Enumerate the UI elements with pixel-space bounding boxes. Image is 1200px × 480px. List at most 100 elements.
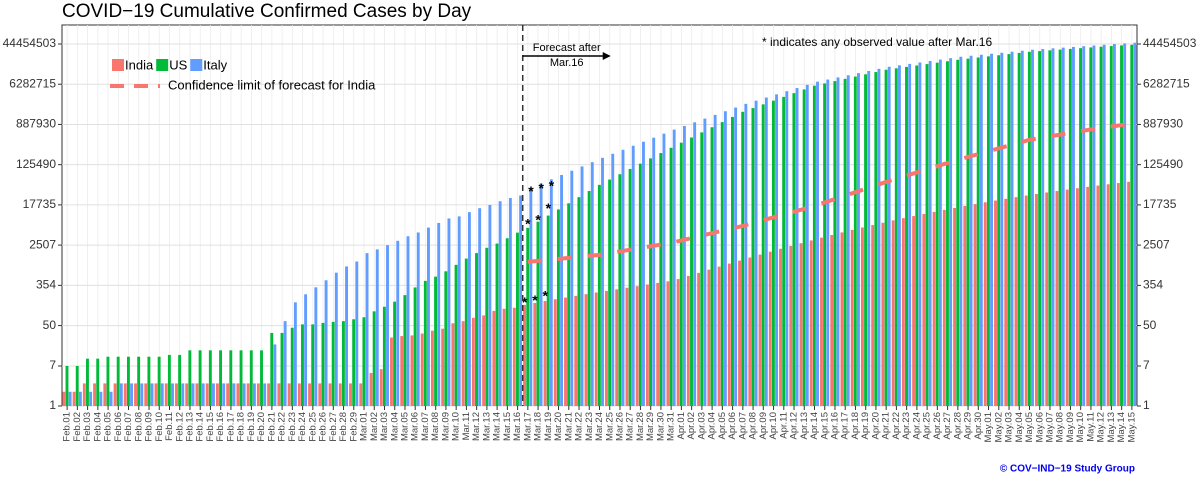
bar: [1027, 51, 1031, 407]
bar: [447, 218, 451, 406]
bar: [574, 295, 578, 406]
bar: [659, 153, 663, 406]
bar: [580, 166, 584, 406]
bar: [860, 227, 864, 406]
bar: [1086, 186, 1090, 406]
bar: [523, 304, 527, 406]
bar: [147, 356, 151, 406]
bar: [72, 391, 76, 406]
bar: [277, 383, 281, 406]
x-tick-label: Apr.09: [758, 412, 769, 439]
bar: [871, 225, 875, 406]
bar: [1024, 195, 1028, 406]
x-tick-label: May.07: [1044, 412, 1055, 442]
bar: [390, 337, 393, 406]
x-tick-label: Feb.19: [246, 412, 257, 442]
bar: [379, 369, 383, 406]
bar: [369, 372, 373, 406]
bar: [267, 383, 271, 406]
x-tick-label: Apr.05: [717, 412, 728, 439]
x-tick-label: Mar.17: [522, 412, 533, 441]
bar: [703, 118, 707, 406]
bar: [123, 383, 127, 406]
x-tick-label: Mar.04: [389, 412, 400, 441]
bar: [744, 103, 748, 406]
observed-marker: *: [532, 292, 538, 308]
bar: [437, 222, 441, 406]
bar: [713, 114, 717, 406]
bar: [912, 216, 916, 406]
bar: [823, 83, 827, 406]
bar: [553, 299, 557, 406]
x-tick-label: May.10: [1075, 412, 1086, 442]
bar: [946, 61, 949, 406]
bar: [242, 383, 246, 406]
bar: [413, 287, 417, 406]
x-tick-label: Mar.22: [574, 412, 585, 441]
bar: [191, 383, 195, 406]
legend-label: Confidence limit of forecast for India: [168, 77, 376, 92]
bar: [201, 383, 205, 406]
x-tick-label: Feb.10: [154, 412, 165, 442]
x-tick-label: May.15: [1126, 412, 1137, 442]
bar: [771, 100, 775, 407]
bar: [1038, 51, 1042, 406]
bar: [560, 174, 564, 406]
bar: [897, 65, 901, 406]
bar: [577, 197, 581, 406]
bar: [690, 137, 693, 406]
bar: [628, 168, 632, 406]
x-tick-label: Mar.18: [533, 412, 544, 441]
bar: [748, 257, 752, 406]
bar: [649, 158, 653, 406]
bar: [543, 301, 547, 406]
x-tick-label: Mar.01: [359, 412, 370, 441]
bar: [89, 391, 93, 406]
bar: [321, 322, 325, 406]
bar: [232, 383, 236, 406]
x-tick-label: Mar.26: [614, 412, 625, 441]
y2-tick-label: 887930: [1143, 117, 1183, 131]
x-tick-label: Mar.31: [666, 412, 677, 441]
bar: [830, 234, 834, 406]
bar: [134, 383, 137, 406]
bar: [82, 383, 86, 406]
x-tick-label: Apr.22: [891, 412, 902, 439]
credit: © COV−IND−19 Study Group: [1000, 464, 1135, 475]
x-tick-label: Mar.30: [655, 412, 666, 441]
bar: [802, 89, 806, 407]
bar: [676, 279, 680, 406]
bar: [779, 248, 782, 406]
bar: [222, 383, 226, 406]
x-tick-label: Apr.13: [799, 412, 810, 439]
bar: [198, 350, 202, 406]
x-tick-label: Feb.29: [348, 412, 359, 442]
bar: [400, 336, 404, 406]
bar: [846, 75, 850, 406]
bar: [635, 286, 639, 406]
bar: [697, 272, 701, 406]
bar: [741, 111, 745, 406]
bar: [482, 315, 486, 406]
x-tick-label: Apr.29: [963, 412, 974, 439]
x-tick-label: Mar.25: [604, 412, 615, 441]
x-tick-label: Feb.07: [123, 412, 134, 442]
x-tick-label: Mar.06: [410, 412, 421, 441]
bar: [505, 238, 509, 406]
bar: [249, 350, 253, 406]
x-tick-label: May.14: [1116, 412, 1127, 442]
x-tick-label: Apr.20: [870, 412, 881, 439]
observed-marker: *: [535, 212, 541, 228]
bar: [226, 383, 230, 406]
bar: [887, 66, 891, 406]
x-tick-label: May.03: [1004, 412, 1015, 442]
bar: [86, 358, 89, 406]
bar: [594, 292, 598, 406]
legend-swatch: [112, 59, 124, 71]
bar: [164, 383, 168, 406]
bar: [311, 324, 315, 406]
x-tick-label: Apr.15: [819, 412, 830, 439]
observed-marker: *: [538, 180, 544, 196]
x-tick-label: Apr.03: [696, 412, 707, 439]
